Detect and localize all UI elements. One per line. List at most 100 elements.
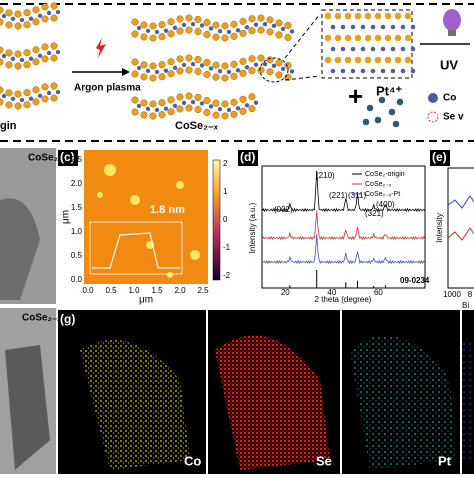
atom xyxy=(1,93,7,99)
atom xyxy=(221,62,229,70)
atom xyxy=(324,12,332,20)
atom xyxy=(167,18,175,26)
y-tick-label: 1.5 xyxy=(71,203,83,212)
atom xyxy=(14,102,22,110)
atom xyxy=(239,29,247,37)
atom xyxy=(167,58,175,66)
atom xyxy=(194,55,202,64)
eds-extra xyxy=(462,340,474,460)
atom xyxy=(266,68,274,76)
atom xyxy=(1,13,7,19)
atom xyxy=(212,61,220,69)
atom xyxy=(266,28,274,36)
atom xyxy=(145,68,151,74)
atom xyxy=(55,49,61,55)
peak-label: (311) xyxy=(348,191,366,200)
atom xyxy=(140,111,148,119)
atom xyxy=(167,70,175,78)
atom xyxy=(23,9,31,17)
atom xyxy=(176,55,184,63)
uv-label: UV xyxy=(440,57,458,72)
afm-ticks: 0.0 0.5 1.0 1.5 2.0 2.5 0.0 0.5 1.0 1.5 2.0 2.5 2 1 0 -… xyxy=(71,155,231,295)
x-tick-label: 40 xyxy=(327,288,336,297)
atom xyxy=(400,68,406,74)
tem-flake xyxy=(5,345,50,470)
atom xyxy=(239,69,247,77)
atom xyxy=(230,32,238,40)
colorbar-tick-label: -1 xyxy=(223,243,231,252)
atom xyxy=(350,24,356,30)
atom xyxy=(163,68,169,73)
flake xyxy=(97,192,103,198)
atom xyxy=(131,58,139,66)
atom xyxy=(23,21,31,29)
atom xyxy=(394,56,402,64)
atom xyxy=(212,99,220,107)
atom xyxy=(212,111,220,119)
ion xyxy=(392,120,400,128)
atom xyxy=(14,62,22,70)
atom xyxy=(194,105,202,114)
atom xyxy=(176,93,184,101)
atom xyxy=(37,93,43,98)
atom xyxy=(158,111,166,119)
atom xyxy=(145,28,151,34)
atom xyxy=(394,12,402,20)
atom xyxy=(384,34,392,42)
atom xyxy=(194,15,202,24)
atom xyxy=(380,24,386,30)
atom xyxy=(284,61,292,69)
plasma-icon xyxy=(96,38,106,58)
atom xyxy=(230,98,238,106)
atom xyxy=(275,31,283,39)
atom xyxy=(41,15,49,23)
atom xyxy=(167,96,175,104)
flake xyxy=(190,250,200,260)
atom xyxy=(32,18,40,26)
atom xyxy=(149,112,157,120)
atom xyxy=(190,61,196,67)
atom xyxy=(400,24,406,30)
x-tick-label: 1.0 xyxy=(128,286,140,295)
panel-label: CoSe₂₋ₓ xyxy=(28,153,67,164)
atom xyxy=(275,59,283,67)
atom xyxy=(10,56,16,62)
atom xyxy=(257,26,265,34)
atom xyxy=(172,65,178,70)
ions xyxy=(362,96,404,128)
atom xyxy=(248,15,256,23)
atom xyxy=(185,54,193,62)
atom xyxy=(370,46,376,52)
atom xyxy=(41,55,49,63)
atom xyxy=(32,46,40,54)
atom xyxy=(226,107,232,113)
atom xyxy=(136,25,142,31)
atom xyxy=(380,68,386,74)
atom xyxy=(176,67,184,75)
atom xyxy=(208,26,214,31)
atom xyxy=(19,97,25,103)
colorbar-tick-label: -2 xyxy=(223,271,231,280)
legend-co: Co xyxy=(443,93,456,104)
atom xyxy=(203,58,211,67)
atom xyxy=(244,65,250,70)
atom xyxy=(163,28,169,33)
atom xyxy=(5,89,13,97)
eds-co xyxy=(80,340,190,470)
atom xyxy=(131,108,139,116)
legend-co-marker xyxy=(428,93,438,103)
atom xyxy=(5,61,13,69)
atom xyxy=(158,33,166,41)
atom xyxy=(340,24,346,30)
zoom-box xyxy=(321,9,413,79)
x-axis-label: Bi xyxy=(462,301,469,310)
panel-tag: (e) xyxy=(432,150,447,164)
atom xyxy=(28,56,34,61)
atom xyxy=(185,66,193,74)
atom xyxy=(221,74,229,82)
xrd-content: (002) (210) (221) (311) (321)(400) CoSe₂-orig… xyxy=(261,170,426,297)
legend-entry: CoSe₂-origin xyxy=(365,171,405,178)
atom xyxy=(149,34,157,42)
atom xyxy=(208,66,214,71)
atom xyxy=(334,34,342,42)
